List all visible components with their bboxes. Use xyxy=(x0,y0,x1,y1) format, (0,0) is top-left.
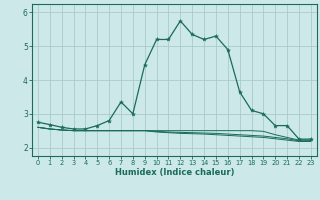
X-axis label: Humidex (Indice chaleur): Humidex (Indice chaleur) xyxy=(115,168,234,177)
